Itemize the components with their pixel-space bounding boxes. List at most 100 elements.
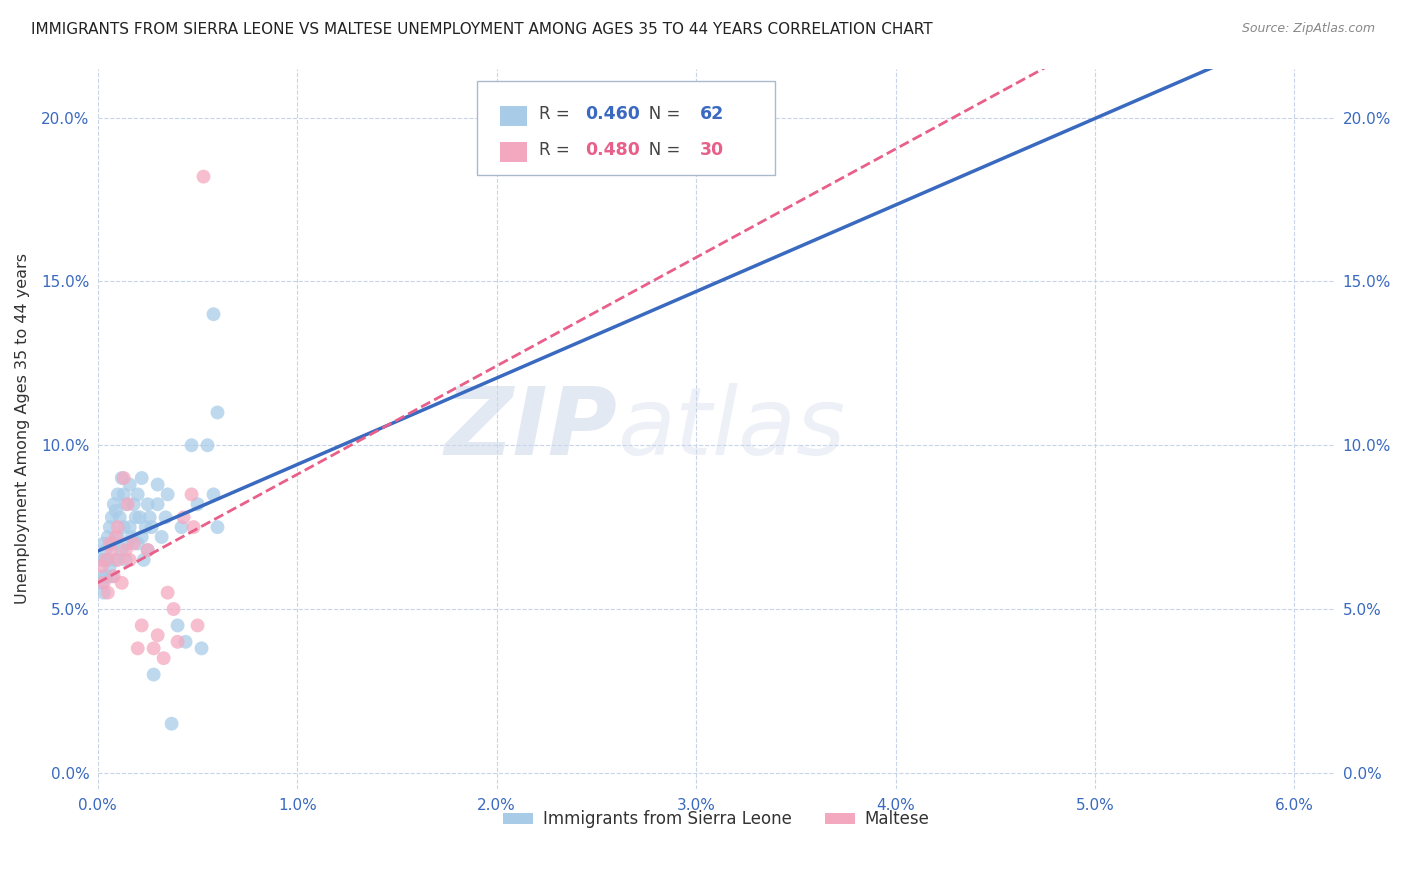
Point bbox=[183, 520, 205, 534]
Point bbox=[186, 497, 208, 511]
Point bbox=[94, 543, 117, 558]
Point bbox=[111, 575, 134, 590]
Point bbox=[136, 543, 159, 558]
Point bbox=[98, 559, 121, 574]
Point bbox=[90, 559, 112, 574]
Text: 0.480: 0.480 bbox=[585, 141, 640, 159]
Point bbox=[114, 553, 136, 567]
Point bbox=[114, 497, 136, 511]
Point bbox=[141, 520, 163, 534]
Point bbox=[142, 667, 165, 681]
Point bbox=[125, 510, 148, 524]
Point bbox=[112, 471, 135, 485]
Point bbox=[127, 536, 149, 550]
Legend: Immigrants from Sierra Leone, Maltese: Immigrants from Sierra Leone, Maltese bbox=[496, 804, 936, 835]
Point bbox=[150, 530, 173, 544]
Text: 0.460: 0.460 bbox=[585, 105, 640, 123]
Text: Source: ZipAtlas.com: Source: ZipAtlas.com bbox=[1241, 22, 1375, 36]
Point bbox=[107, 487, 129, 501]
Point bbox=[94, 569, 117, 583]
Point bbox=[186, 618, 208, 632]
Point bbox=[207, 405, 229, 419]
Point bbox=[93, 536, 115, 550]
Point bbox=[122, 536, 145, 550]
Point bbox=[166, 635, 188, 649]
Point bbox=[90, 569, 112, 583]
Point bbox=[107, 530, 129, 544]
Point bbox=[98, 536, 121, 550]
Point bbox=[97, 553, 120, 567]
FancyBboxPatch shape bbox=[499, 106, 527, 126]
Point bbox=[131, 530, 153, 544]
Point bbox=[156, 585, 179, 599]
Point bbox=[155, 510, 177, 524]
Text: atlas: atlas bbox=[617, 384, 845, 475]
Point bbox=[180, 438, 202, 452]
Point bbox=[202, 487, 225, 501]
Point bbox=[89, 553, 111, 567]
Point bbox=[93, 553, 115, 567]
Point bbox=[97, 530, 120, 544]
Point bbox=[146, 628, 169, 642]
Point bbox=[101, 543, 124, 558]
Point bbox=[128, 510, 150, 524]
Point bbox=[138, 510, 160, 524]
Text: R =: R = bbox=[540, 105, 575, 123]
Text: IMMIGRANTS FROM SIERRA LEONE VS MALTESE UNEMPLOYMENT AMONG AGES 35 TO 44 YEARS C: IMMIGRANTS FROM SIERRA LEONE VS MALTESE … bbox=[31, 22, 932, 37]
Point bbox=[162, 602, 184, 616]
Point bbox=[197, 438, 219, 452]
Point bbox=[166, 618, 188, 632]
Point bbox=[190, 641, 212, 656]
Text: N =: N = bbox=[633, 105, 686, 123]
Point bbox=[103, 536, 125, 550]
Point bbox=[170, 520, 193, 534]
Point bbox=[135, 520, 157, 534]
Point bbox=[127, 641, 149, 656]
Point bbox=[136, 543, 159, 558]
Point bbox=[122, 497, 145, 511]
Point bbox=[114, 543, 136, 558]
Point bbox=[103, 569, 125, 583]
Point bbox=[160, 716, 183, 731]
Point bbox=[104, 504, 127, 518]
Point bbox=[101, 510, 124, 524]
Point bbox=[136, 497, 159, 511]
Y-axis label: Unemployment Among Ages 35 to 44 years: Unemployment Among Ages 35 to 44 years bbox=[15, 253, 30, 605]
Point bbox=[174, 635, 197, 649]
Point bbox=[117, 536, 139, 550]
Text: ZIP: ZIP bbox=[444, 383, 617, 475]
Point bbox=[90, 575, 112, 590]
Text: 62: 62 bbox=[700, 105, 724, 123]
Point bbox=[152, 651, 174, 665]
Point bbox=[108, 510, 131, 524]
Point bbox=[97, 585, 120, 599]
FancyBboxPatch shape bbox=[478, 81, 775, 175]
Point bbox=[104, 553, 127, 567]
Point bbox=[112, 487, 135, 501]
Point bbox=[180, 487, 202, 501]
Point bbox=[146, 497, 169, 511]
Point bbox=[104, 530, 127, 544]
Point bbox=[94, 553, 117, 567]
Point bbox=[118, 520, 141, 534]
Point bbox=[131, 471, 153, 485]
Text: 30: 30 bbox=[700, 141, 724, 159]
Point bbox=[101, 569, 124, 583]
Point bbox=[118, 553, 141, 567]
Point bbox=[173, 510, 195, 524]
Point bbox=[202, 307, 225, 321]
Point bbox=[207, 520, 229, 534]
Point bbox=[156, 487, 179, 501]
Point bbox=[93, 585, 115, 599]
FancyBboxPatch shape bbox=[499, 142, 527, 162]
Point bbox=[131, 618, 153, 632]
Point bbox=[112, 520, 135, 534]
Point bbox=[132, 553, 155, 567]
Point bbox=[142, 641, 165, 656]
Point bbox=[98, 520, 121, 534]
Point bbox=[127, 487, 149, 501]
Text: N =: N = bbox=[633, 141, 686, 159]
Text: R =: R = bbox=[540, 141, 575, 159]
Point bbox=[107, 520, 129, 534]
Point bbox=[193, 169, 215, 184]
